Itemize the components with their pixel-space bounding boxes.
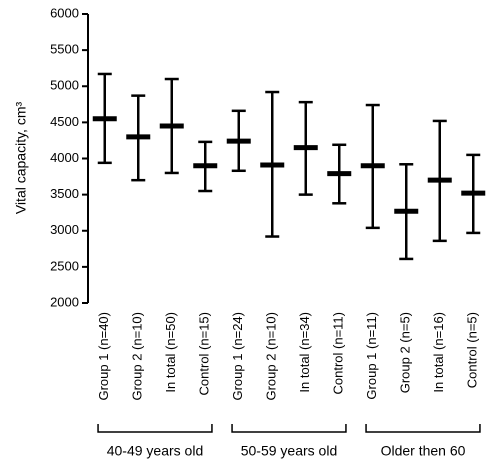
group-label: 40-49 years old: [107, 443, 204, 459]
y-tick-label: 2500: [50, 258, 79, 273]
y-tick-label: 3000: [50, 222, 79, 237]
x-tick-label: In total (n=16): [431, 312, 446, 393]
y-tick-label: 3500: [50, 186, 79, 201]
x-tick-label: Control (n=11): [331, 312, 346, 395]
group-label: Older then 60: [381, 443, 466, 459]
group-bracket: [365, 424, 481, 433]
group-bracket: [231, 424, 347, 433]
x-tick-label: In total (n=34): [297, 312, 312, 393]
x-tick-label: Group 1 (n=40): [96, 312, 111, 401]
x-tick-label: In total (n=50): [163, 312, 178, 393]
x-tick-label: Group 2 (n=10): [264, 312, 279, 401]
group-bracket: [97, 424, 213, 433]
y-tick-label: 4500: [50, 114, 79, 129]
x-tick-label: Group 2 (n=5): [398, 312, 413, 393]
x-tick-label: Group 1 (n=24): [230, 312, 245, 401]
y-tick-label: 6000: [50, 5, 79, 20]
y-tick-label: 4000: [50, 150, 79, 165]
y-tick-label: 2000: [50, 294, 79, 309]
x-tick-label: Control (n=15): [197, 312, 212, 395]
x-tick-label: Control (n=5): [465, 312, 480, 388]
x-tick-label: Group 1 (n=11): [364, 312, 379, 400]
y-axis-label: Vital capacity, cm³: [13, 102, 29, 215]
y-tick-label: 5500: [50, 42, 79, 57]
y-tick-label: 5000: [50, 78, 79, 93]
x-tick-label: Group 2 (n=10): [130, 312, 145, 401]
group-label: 50-59 years old: [241, 443, 338, 459]
